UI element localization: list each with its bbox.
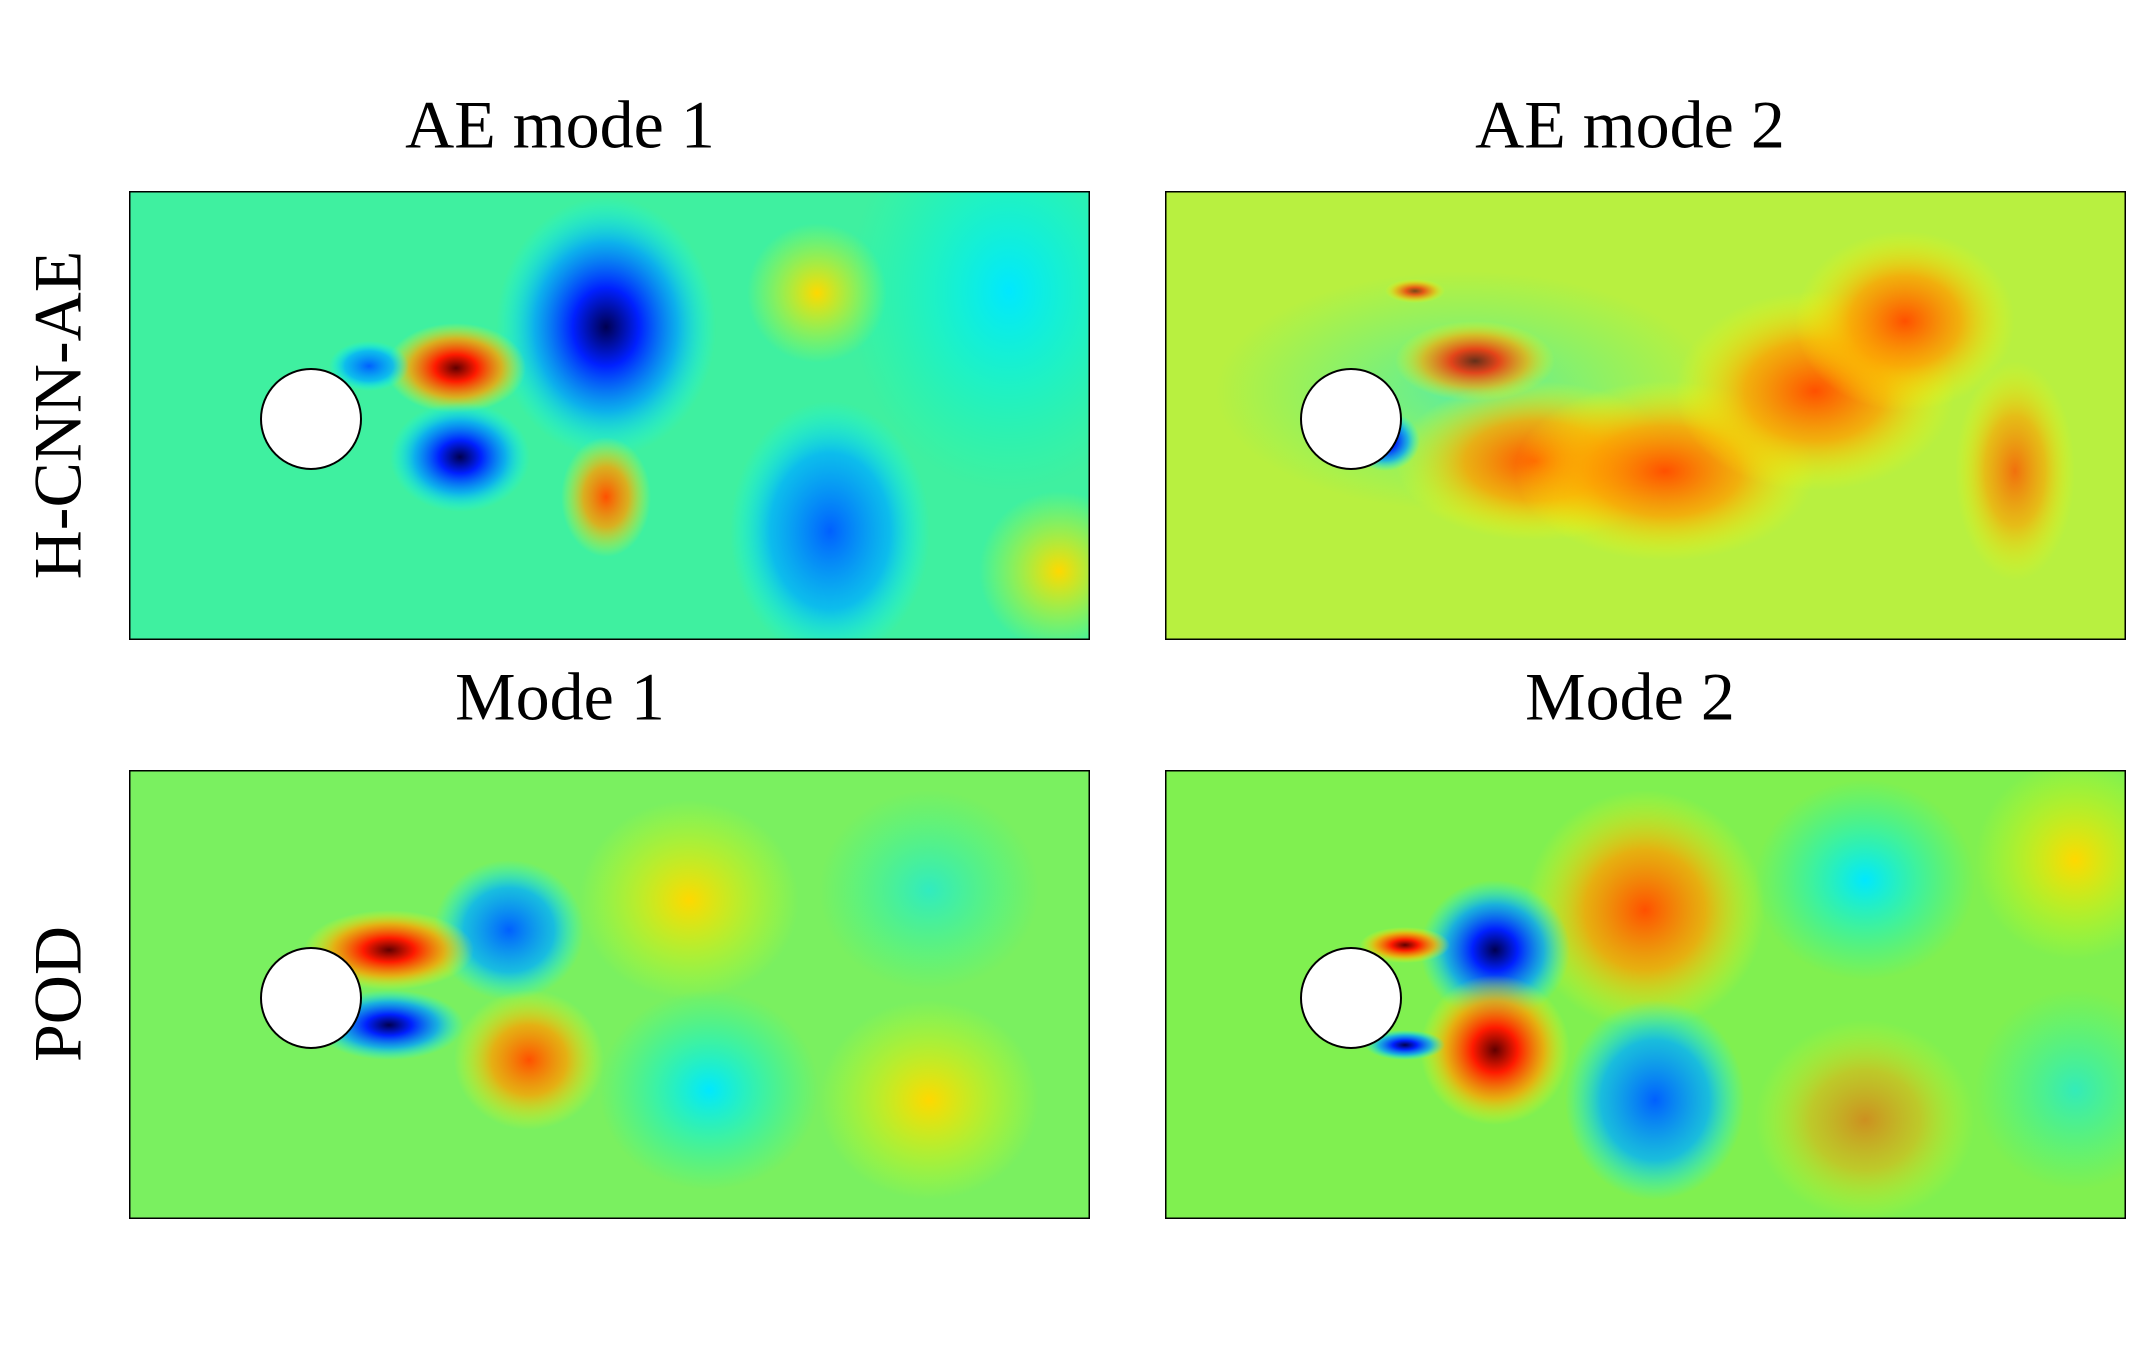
field-panel [129, 770, 1090, 1219]
field-panel [1165, 770, 2126, 1219]
panel-title: Mode 1 [455, 659, 665, 735]
row-label: H-CNN-AE [20, 251, 96, 580]
field-panel [1165, 191, 2126, 640]
field-panel [129, 191, 1090, 640]
panel-title: Mode 2 [1525, 659, 1735, 735]
panel-title: AE mode 1 [405, 87, 715, 163]
panel-title: AE mode 2 [1475, 87, 1785, 163]
row-label: POD [20, 926, 96, 1062]
